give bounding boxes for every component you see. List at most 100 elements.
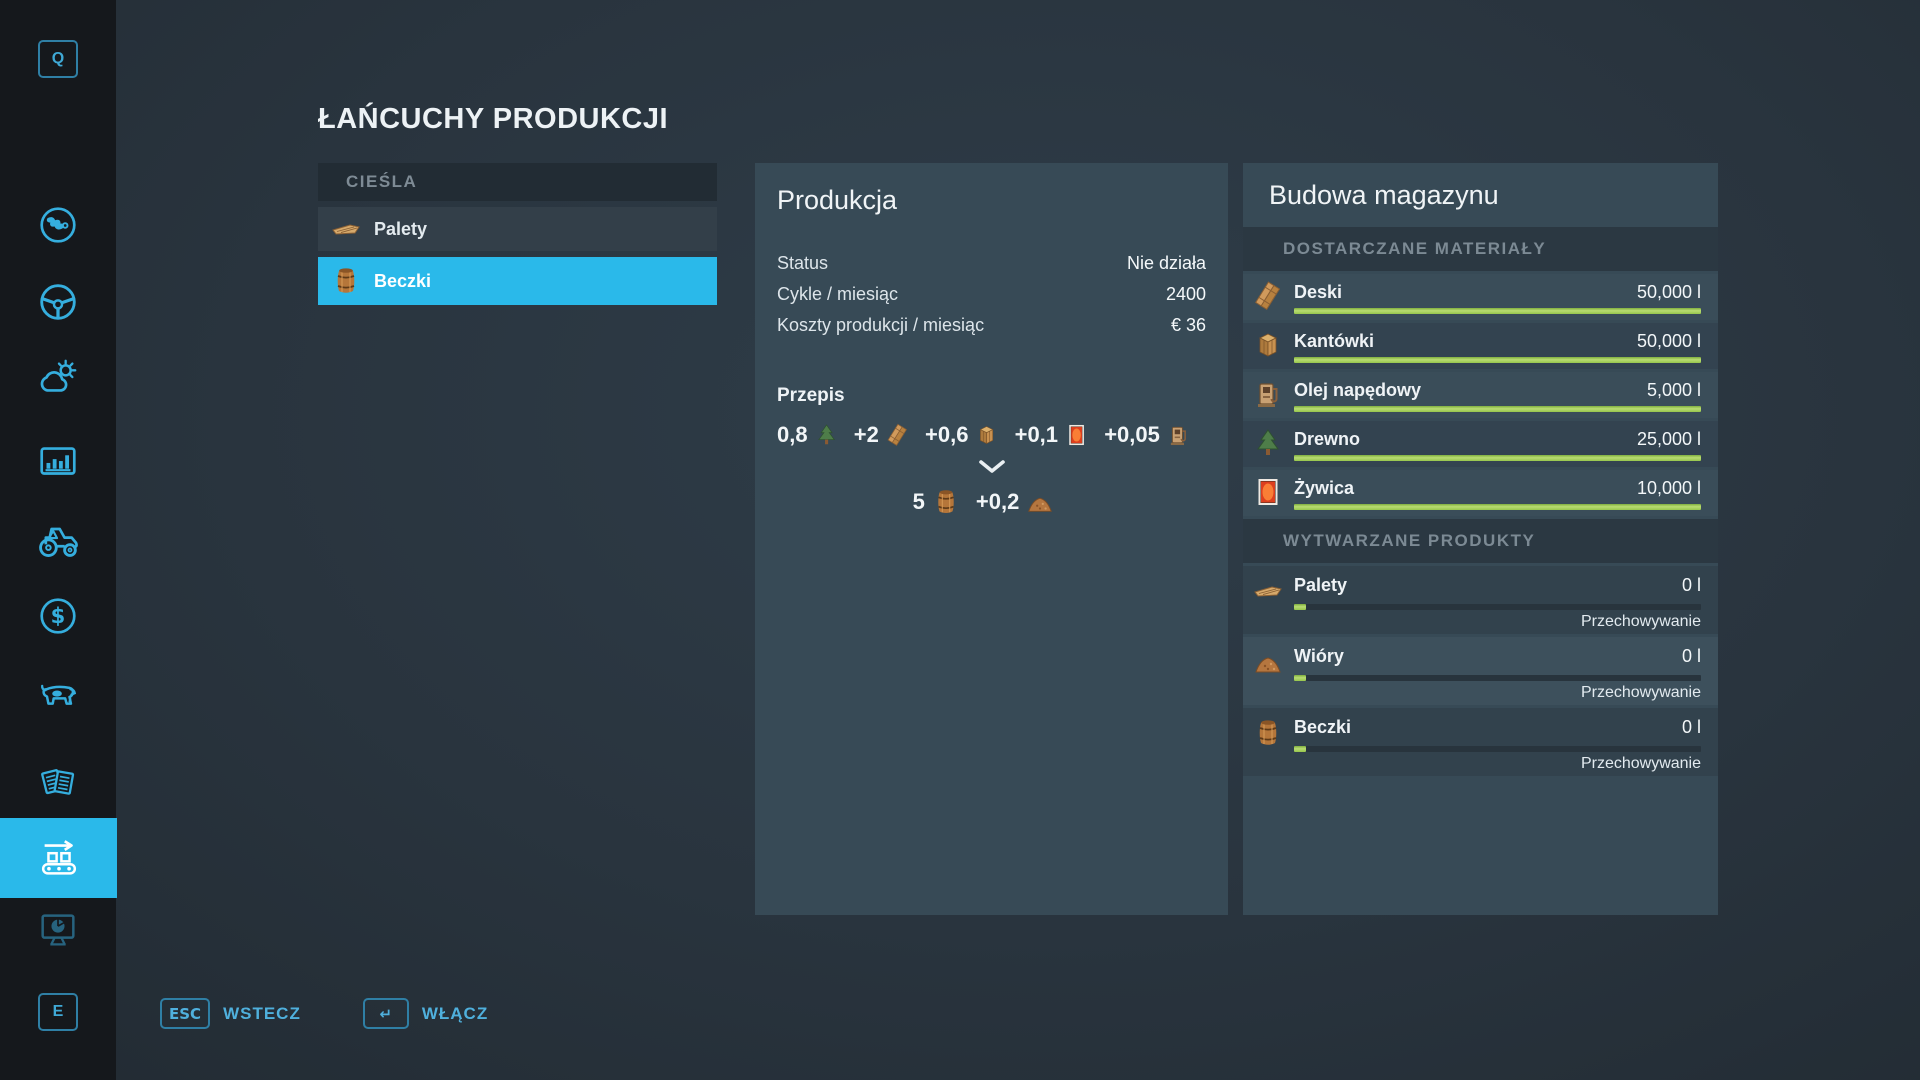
material-amount: 5,000 l	[1646, 380, 1701, 400]
resin-icon	[1065, 421, 1088, 449]
product-amount: 0 l	[1681, 646, 1701, 666]
key-hint-e-label: E	[52, 1003, 64, 1020]
barrel-icon	[1253, 718, 1283, 748]
production-info: Status Nie działa Cykle / miesiąc 2400 K…	[777, 248, 1206, 341]
chain-row-label: Palety	[374, 218, 428, 239]
production-panel: Produkcja Status Nie działa Cykle / mies…	[755, 163, 1228, 915]
documents-icon	[35, 760, 81, 806]
fill-bar	[1294, 675, 1701, 681]
sidebar-item-contracts[interactable]	[0, 755, 116, 811]
sidebar-item-animals[interactable]	[0, 668, 116, 724]
products-header: WYTWARZANE PRODUKTY	[1243, 519, 1718, 563]
back-button[interactable]: ESC WSTECZ	[160, 998, 301, 1029]
barrel-icon	[331, 266, 361, 296]
material-row-kantowki: Kantówki 50,000 l	[1243, 323, 1718, 369]
chain-list-panel: CIEŚLA Palety Beczki	[318, 163, 717, 305]
storage-panel: Budowa magazynu DOSTARCZANE MATERIAŁY De…	[1243, 163, 1718, 915]
tractor-icon	[35, 517, 81, 563]
dollar-coin-icon	[35, 593, 81, 639]
pallet-icon	[331, 214, 361, 244]
crate-icon	[1253, 330, 1283, 360]
material-name: Deski	[1294, 282, 1343, 302]
recipe-qty: 0,8	[777, 422, 808, 447]
planks-icon	[1253, 281, 1283, 311]
chevron-down-icon	[978, 460, 1005, 473]
footer-hotkeys: ESC WSTECZ ↵ WŁĄCZ	[160, 998, 488, 1029]
material-amount: 50,000 l	[1636, 282, 1701, 302]
recipe-qty: 5	[912, 489, 925, 514]
fill-bar-value	[1294, 746, 1307, 752]
storage-title: Budowa magazynu	[1269, 179, 1499, 210]
sidebar-item-vehicles[interactable]	[0, 274, 116, 330]
product-name: Wióry	[1294, 646, 1344, 666]
weather-icon	[35, 355, 81, 401]
sidebar-item-production-chains[interactable]	[0, 818, 117, 898]
product-row-wiory: Wióry 0 l Przechowywanie	[1243, 637, 1718, 705]
product-mode: Przechowywanie	[1580, 684, 1701, 701]
product-mode: Przechowywanie	[1580, 613, 1701, 630]
fill-bar	[1294, 357, 1701, 363]
chain-list-header: CIEŚLA	[318, 163, 717, 201]
fill-bar-value	[1294, 604, 1307, 610]
info-label: Status	[777, 253, 829, 273]
sidebar-item-garage[interactable]	[0, 512, 116, 568]
key-hint-q-label: Q	[51, 50, 65, 67]
product-amount: 0 l	[1681, 575, 1701, 595]
page-title: ŁAŃCUCHY PRODUKCJI	[318, 103, 669, 135]
info-row-cycles: Cykle / miesiąc 2400	[777, 279, 1206, 310]
pallet-icon	[1253, 576, 1283, 606]
resin-icon	[1253, 477, 1283, 507]
chain-list-header-label: CIEŚLA	[346, 172, 418, 191]
fill-bar-value	[1294, 308, 1701, 314]
activate-button[interactable]: ↵ WŁĄCZ	[362, 998, 488, 1029]
conveyor-icon	[36, 835, 82, 881]
enter-keycap: ↵	[362, 998, 409, 1029]
products-header-label: WYTWARZANE PRODUKTY	[1283, 531, 1536, 550]
sidebar-item-finances[interactable]	[0, 588, 116, 644]
fill-bar-value	[1294, 406, 1701, 412]
fill-bar	[1294, 406, 1701, 412]
storage-title-bar: Budowa magazynu	[1243, 163, 1718, 227]
cow-icon	[35, 673, 81, 719]
fill-bar	[1294, 308, 1701, 314]
chain-row-palety[interactable]: Palety	[318, 207, 717, 251]
recipe-label: Przepis	[777, 385, 845, 406]
fill-bar	[1294, 746, 1701, 752]
sidebar-item-statistics[interactable]	[0, 434, 116, 490]
info-label: Koszty produkcji / miesiąc	[777, 315, 985, 335]
steering-wheel-icon	[35, 279, 81, 325]
material-name: Drewno	[1294, 429, 1361, 449]
recipe-arrow	[777, 459, 1206, 474]
esc-keycap: ESC	[160, 998, 211, 1029]
recipe-qty: +0,05	[1104, 422, 1160, 447]
material-name: Kantówki	[1294, 331, 1375, 351]
material-row-olej: Olej napędowy 5,000 l	[1243, 372, 1718, 418]
recipe-qty: +2	[853, 422, 879, 447]
tree-icon	[815, 421, 838, 449]
sidebar-item-map[interactable]	[0, 197, 116, 253]
material-amount: 25,000 l	[1636, 429, 1701, 449]
info-row-status: Status Nie działa	[777, 248, 1206, 279]
product-mode: Przechowywanie	[1580, 755, 1701, 772]
product-amount: 0 l	[1681, 717, 1701, 737]
info-value: Nie działa	[1126, 253, 1206, 273]
production-title: Produkcja	[777, 185, 898, 215]
key-hint-q: Q	[38, 40, 78, 78]
monitor-chart-icon	[35, 907, 81, 953]
recipe-qty: +0,6	[925, 422, 969, 447]
fill-bar-value	[1294, 504, 1701, 510]
material-name: Olej napędowy	[1294, 380, 1422, 400]
sidebar-item-weather[interactable]	[0, 350, 116, 406]
recipe-outputs: 5 +0,2	[777, 488, 1206, 516]
barrel-icon	[932, 488, 960, 516]
fuel-pump-icon	[1167, 421, 1190, 449]
sidebar-item-presentation[interactable]	[0, 902, 116, 958]
recipe-qty: +0,2	[975, 489, 1020, 514]
chain-row-label: Beczki	[374, 270, 432, 291]
material-name: Żywica	[1294, 478, 1355, 498]
fill-bar	[1294, 455, 1701, 461]
material-row-zywica: Żywica 10,000 l	[1243, 470, 1718, 516]
chain-row-beczki[interactable]: Beczki	[318, 257, 717, 305]
material-row-deski: Deski 50,000 l	[1243, 274, 1718, 320]
fill-bar-value	[1294, 357, 1701, 363]
